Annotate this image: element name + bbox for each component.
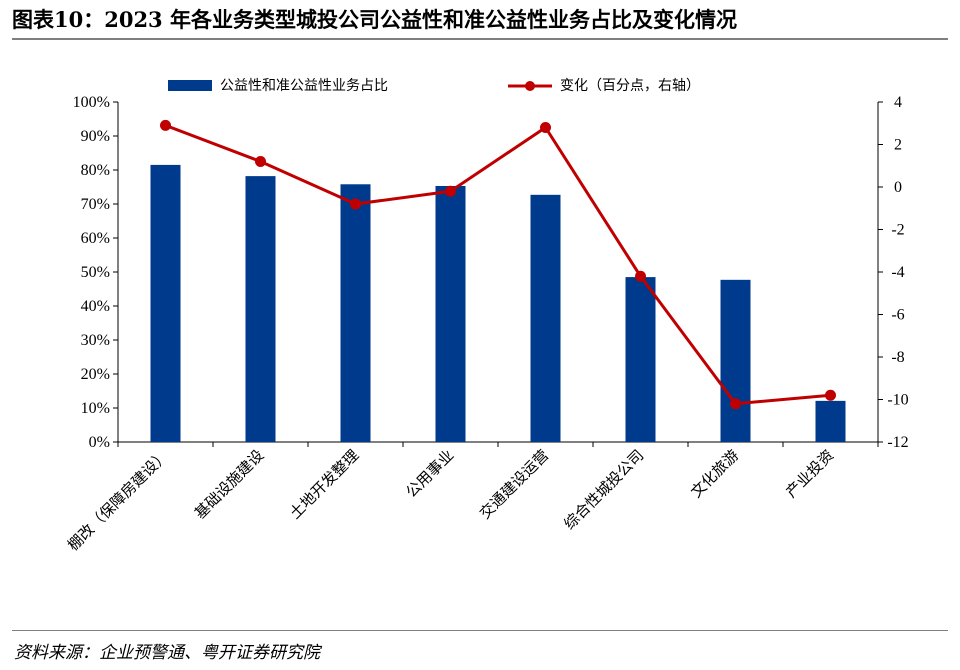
legend-bar-label: 公益性和准公益性业务占比 [220,78,388,94]
right-tick-label: 0 [894,179,902,196]
left-tick-label: 60% [81,230,110,247]
category-label: 基础设施建设 [191,446,267,522]
legend-line-marker [525,81,535,91]
source-note: 资料来源：企业预警通、粤开证券研究院 [14,643,320,663]
category-label: 交通建设运营 [476,446,552,522]
x-axis [117,441,879,447]
bar [530,194,561,442]
right-y-axis: -12 -10 -8 -6 -4 -2 0 2 4 [877,94,909,451]
bar [720,279,751,442]
category-label: 文化旅游 [687,446,742,501]
line-point [730,398,741,410]
chart-legend: 公益性和准公益性业务占比 变化（百分点，右轴） [168,78,700,94]
line-point [635,270,646,282]
bar-series [150,164,846,443]
left-tick-label: 100% [73,94,110,111]
left-tick-label: 20% [81,366,110,383]
left-tick-label: 40% [81,298,110,315]
category-labels: 棚改（保障房建设） 基础设施建设 土地开发整理 公用事业 交通建设运营 综合性城投公司 文化… [64,446,837,554]
right-tick-label: -12 [887,434,908,451]
bar [815,400,846,442]
right-tick-label: -2 [891,222,904,239]
line-series [160,119,836,410]
legend-line-label: 变化（百分点，右轴） [560,78,700,94]
left-tick-label: 70% [81,196,110,213]
bar [435,185,466,443]
category-label: 综合性城投公司 [560,446,647,533]
right-tick-label: -8 [891,349,904,366]
change-line [164,123,831,406]
left-tick-label: 90% [81,128,110,145]
left-tick-label: 50% [81,264,110,281]
category-label: 产业投资 [782,446,837,501]
line-point [255,156,266,167]
right-tick-label: -4 [891,264,904,281]
line-point [350,198,361,210]
category-label: 棚改（保障房建设） [64,446,172,554]
left-tick-label: 0% [89,434,110,451]
line-point [540,122,551,133]
category-label: 土地开发整理 [286,446,362,522]
category-label: 公用事业 [402,446,457,501]
legend-bar-swatch [168,80,212,91]
left-tick-label: 80% [81,162,110,179]
right-tick-label: 2 [894,137,902,154]
footer-divider [12,630,948,631]
line-point [445,185,456,197]
bar [625,277,656,442]
bar [245,176,276,442]
right-tick-label: -6 [891,307,904,324]
bar [340,184,371,442]
right-tick-label: -10 [887,392,908,409]
bar [150,164,181,442]
title-divider [12,38,948,40]
line-point [160,119,171,131]
line-point [825,389,836,401]
left-tick-label: 10% [81,400,110,417]
left-tick-label: 30% [81,332,110,349]
right-tick-label: 4 [894,94,902,111]
left-y-axis: 0% 10% 20% 30% 40% 50% 60% 70% 80% 90% 100% [73,94,119,451]
combo-chart: 公益性和准公益性业务占比 变化（百分点，右轴） 0% 10% 20% 30% 40% 50… [64,78,909,554]
chart-title: 图表10：2023 年各业务类型城投公司公益性和准公益性业务占比及变化情况 [12,7,737,32]
